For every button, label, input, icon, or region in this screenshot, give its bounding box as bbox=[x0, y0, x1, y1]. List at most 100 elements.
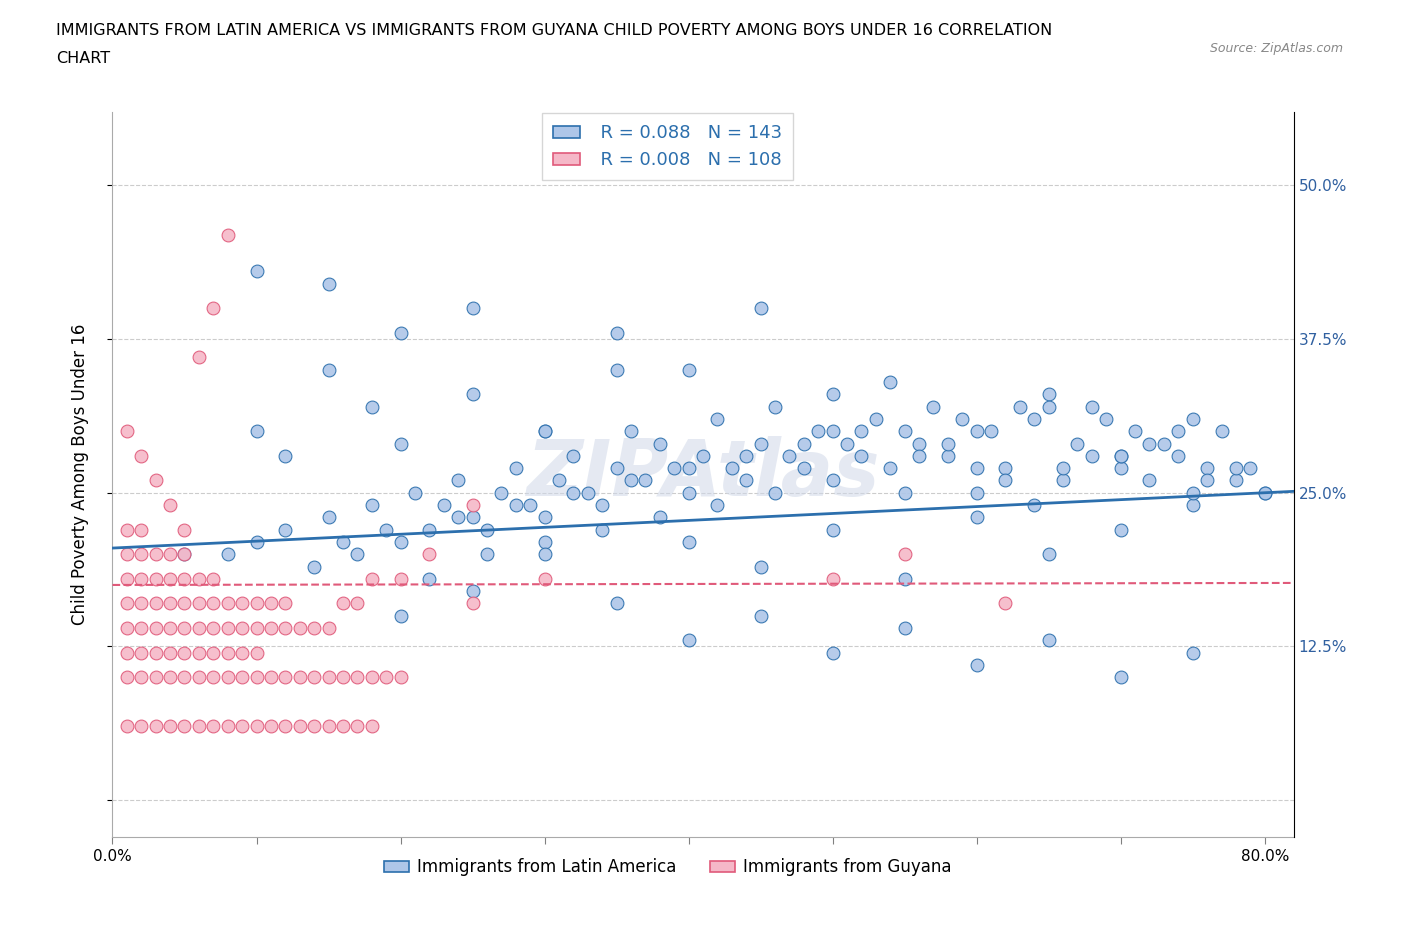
Point bbox=[475, 547, 498, 562]
Point bbox=[1109, 448, 1132, 463]
Text: ZIPAtlas: ZIPAtlas bbox=[526, 436, 880, 512]
Point bbox=[749, 559, 772, 574]
Point bbox=[1181, 498, 1204, 512]
Point bbox=[274, 620, 297, 635]
Point bbox=[389, 571, 412, 586]
Point bbox=[360, 498, 382, 512]
Point bbox=[115, 620, 138, 635]
Point bbox=[461, 596, 484, 611]
Point bbox=[245, 596, 267, 611]
Y-axis label: Child Poverty Among Boys Under 16: Child Poverty Among Boys Under 16 bbox=[70, 324, 89, 625]
Point bbox=[187, 596, 209, 611]
Point bbox=[505, 498, 527, 512]
Point bbox=[173, 596, 195, 611]
Point bbox=[389, 608, 412, 623]
Point bbox=[749, 608, 772, 623]
Point bbox=[231, 645, 253, 660]
Point bbox=[591, 498, 613, 512]
Point bbox=[936, 436, 959, 451]
Point bbox=[145, 596, 167, 611]
Point bbox=[159, 596, 181, 611]
Point bbox=[1167, 448, 1189, 463]
Point bbox=[851, 424, 873, 439]
Point bbox=[288, 620, 311, 635]
Point bbox=[1066, 436, 1088, 451]
Point bbox=[793, 436, 815, 451]
Point bbox=[807, 424, 830, 439]
Point bbox=[346, 547, 368, 562]
Point bbox=[908, 448, 931, 463]
Point bbox=[706, 498, 728, 512]
Point bbox=[692, 448, 714, 463]
Point bbox=[562, 448, 585, 463]
Point bbox=[159, 571, 181, 586]
Point bbox=[1081, 399, 1104, 414]
Point bbox=[159, 645, 181, 660]
Point bbox=[821, 571, 844, 586]
Point bbox=[129, 620, 152, 635]
Point bbox=[793, 460, 815, 475]
Point bbox=[375, 522, 398, 537]
Point bbox=[115, 547, 138, 562]
Point bbox=[418, 571, 440, 586]
Point bbox=[936, 448, 959, 463]
Point bbox=[1167, 424, 1189, 439]
Point bbox=[1024, 412, 1046, 427]
Point bbox=[260, 670, 283, 684]
Point bbox=[893, 571, 915, 586]
Point bbox=[389, 670, 412, 684]
Point bbox=[1052, 473, 1074, 488]
Point bbox=[1109, 522, 1132, 537]
Point bbox=[1081, 448, 1104, 463]
Point bbox=[173, 522, 195, 537]
Point bbox=[678, 460, 700, 475]
Point bbox=[678, 485, 700, 500]
Point bbox=[145, 719, 167, 734]
Point bbox=[418, 522, 440, 537]
Point bbox=[994, 596, 1017, 611]
Point bbox=[620, 473, 643, 488]
Point bbox=[778, 448, 800, 463]
Point bbox=[318, 276, 340, 291]
Point bbox=[288, 670, 311, 684]
Point bbox=[274, 448, 297, 463]
Point bbox=[318, 670, 340, 684]
Point bbox=[115, 522, 138, 537]
Point bbox=[749, 301, 772, 316]
Point bbox=[1038, 632, 1060, 647]
Point bbox=[433, 498, 456, 512]
Point bbox=[145, 547, 167, 562]
Point bbox=[1109, 670, 1132, 684]
Text: IMMIGRANTS FROM LATIN AMERICA VS IMMIGRANTS FROM GUYANA CHILD POVERTY AMONG BOYS: IMMIGRANTS FROM LATIN AMERICA VS IMMIGRA… bbox=[56, 23, 1053, 38]
Point bbox=[966, 658, 988, 672]
Point bbox=[1181, 485, 1204, 500]
Point bbox=[202, 670, 225, 684]
Point bbox=[115, 645, 138, 660]
Point bbox=[821, 522, 844, 537]
Point bbox=[145, 571, 167, 586]
Point bbox=[145, 620, 167, 635]
Point bbox=[129, 448, 152, 463]
Point bbox=[159, 620, 181, 635]
Point bbox=[461, 387, 484, 402]
Point bbox=[1024, 498, 1046, 512]
Point bbox=[260, 596, 283, 611]
Point bbox=[202, 719, 225, 734]
Point bbox=[461, 301, 484, 316]
Point bbox=[821, 424, 844, 439]
Point bbox=[302, 670, 325, 684]
Point bbox=[735, 473, 758, 488]
Point bbox=[302, 559, 325, 574]
Point bbox=[893, 424, 915, 439]
Point bbox=[389, 535, 412, 550]
Point bbox=[159, 498, 181, 512]
Point bbox=[332, 719, 354, 734]
Point bbox=[461, 584, 484, 599]
Point bbox=[1181, 412, 1204, 427]
Point bbox=[245, 264, 267, 279]
Point bbox=[576, 485, 599, 500]
Point bbox=[879, 460, 901, 475]
Point bbox=[346, 670, 368, 684]
Point bbox=[893, 547, 915, 562]
Point bbox=[548, 473, 571, 488]
